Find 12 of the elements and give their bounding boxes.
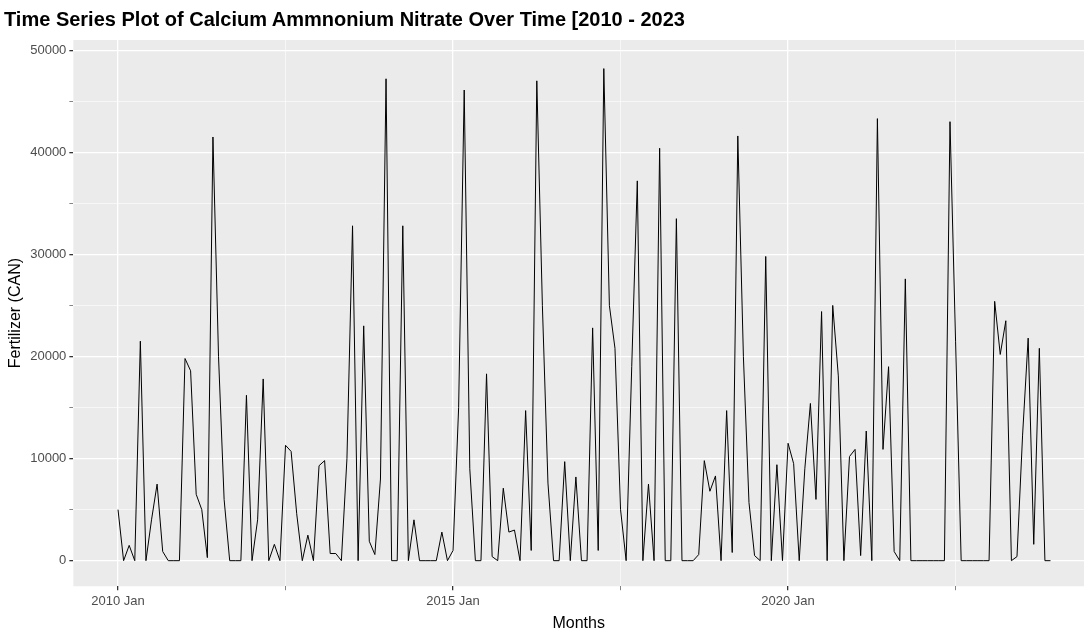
y-tick-label: 10000 [30,450,67,466]
x-tick-label: 2010 Jan [91,592,145,608]
y-tick-label: 0 [59,552,67,568]
y-axis-title: Fertilizer (CAN) [6,257,24,369]
x-tick-label: 2020 Jan [761,592,815,608]
y-tick-label: 30000 [30,245,67,261]
y-tick-label: 50000 [30,41,67,57]
y-tick-label: 40000 [30,143,67,159]
chart-title: Time Series Plot of Calcium Ammnonium Nitrate Over Time [2010 - 2023 [4,7,685,30]
y-tick-label: 20000 [30,348,67,364]
x-axis-title: Months [552,613,605,631]
x-tick-label: 2015 Jan [426,592,480,608]
